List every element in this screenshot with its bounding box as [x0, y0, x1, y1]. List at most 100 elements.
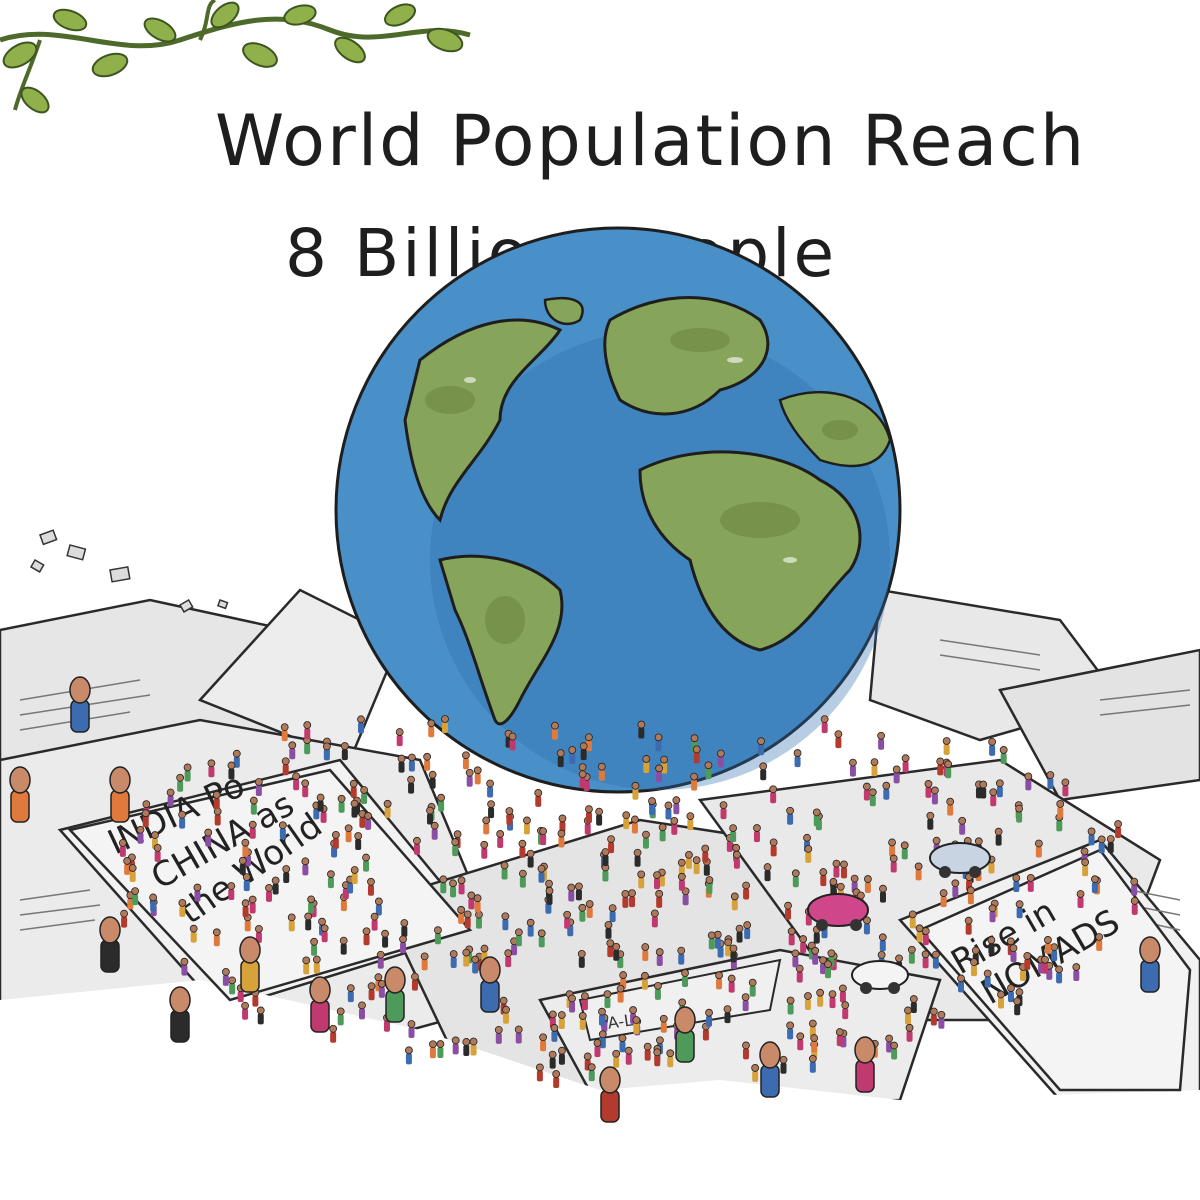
crowd-person — [381, 929, 389, 948]
crowd-person — [997, 990, 1005, 1009]
foreground-person — [854, 1036, 876, 1093]
crowd-person — [407, 753, 416, 772]
crowd-person — [715, 971, 723, 990]
crowd-person — [362, 927, 371, 946]
crowd-person — [322, 742, 331, 761]
crowd-person — [598, 1030, 607, 1049]
crowd-person — [508, 732, 517, 751]
crowd-person — [585, 805, 593, 824]
crowd-person — [840, 860, 848, 879]
crowd-person — [180, 957, 189, 976]
crowd-person — [648, 797, 656, 816]
crowd-person — [281, 757, 290, 776]
crowd-person — [612, 1049, 621, 1068]
crowd-person — [411, 972, 419, 991]
crowd-person — [413, 836, 421, 855]
crowd-person — [1015, 900, 1024, 919]
crowd-person — [383, 799, 392, 818]
crowd-person — [451, 838, 460, 857]
crowd-person — [405, 1046, 413, 1065]
crowd-person — [966, 886, 975, 905]
crowd-person — [287, 913, 296, 932]
crowd-person — [241, 1001, 249, 1020]
crowd-person — [834, 730, 843, 749]
crowd-person — [282, 865, 291, 884]
crowd-person — [1015, 804, 1024, 823]
car-white — [851, 960, 909, 994]
crowd-person — [654, 981, 662, 1000]
crowd-person — [795, 964, 804, 983]
crowd-person — [733, 850, 741, 869]
crowd-person — [804, 992, 812, 1011]
crowd-person — [604, 920, 613, 939]
crowd-person — [581, 992, 589, 1011]
foreground-person — [599, 1066, 621, 1123]
crowd-person — [500, 861, 509, 880]
crowd-person — [312, 955, 321, 974]
crowd-person — [526, 849, 535, 868]
crowd-person — [587, 1063, 596, 1082]
crowd-person — [486, 779, 494, 798]
crowd-person — [331, 830, 340, 849]
crowd-person — [839, 984, 847, 1003]
crowd-person — [307, 895, 316, 914]
crowd-person — [535, 1063, 544, 1082]
crowd-person — [327, 870, 335, 889]
crowd-person — [242, 873, 251, 892]
crowd-person — [889, 854, 898, 873]
crowd-person — [550, 1024, 559, 1042]
crowd-person — [243, 913, 252, 932]
crowd-person — [407, 1020, 416, 1039]
crowd-person — [449, 879, 457, 898]
crowd-person — [888, 838, 896, 857]
crowd-person — [558, 814, 567, 833]
crowd-person — [578, 770, 587, 789]
crowd-person — [921, 927, 930, 946]
crowd-person — [292, 772, 301, 791]
crowd-person — [650, 909, 659, 928]
crowd-person — [643, 1042, 652, 1061]
crowd-person — [367, 982, 376, 1001]
crowd-person — [1114, 820, 1122, 839]
crowd-person — [820, 715, 829, 734]
flying-papers — [29, 529, 229, 613]
car-pink — [807, 893, 869, 931]
crowd-person — [957, 974, 965, 993]
crowd-person — [462, 751, 470, 770]
crowd-person — [835, 1028, 844, 1047]
crowd-person — [457, 876, 466, 895]
crowd-person — [436, 1040, 445, 1059]
crowd-person — [748, 978, 757, 997]
crowd-person — [915, 924, 924, 943]
crowd-person — [316, 793, 325, 812]
crowd-person — [221, 967, 230, 986]
crowd-person — [868, 788, 877, 807]
crowd-person — [228, 976, 237, 995]
crowd-person — [400, 919, 409, 937]
crowd-person — [471, 955, 480, 974]
crowd-person — [567, 883, 576, 902]
crowd-person — [901, 754, 910, 773]
crowd-person — [890, 1041, 899, 1060]
crowd-person — [518, 839, 527, 858]
crowd-person — [988, 737, 997, 756]
crowd-person — [741, 993, 750, 1012]
crowd-person — [964, 916, 973, 935]
crowd-person — [678, 872, 686, 891]
crowd-person — [280, 723, 289, 742]
crowd-person — [556, 749, 565, 768]
crowd-person — [1024, 772, 1033, 791]
foreground-person — [9, 766, 31, 823]
crowd-person — [449, 950, 458, 969]
foreground-person — [479, 956, 501, 1013]
crowd-person — [501, 912, 510, 931]
crowd-person — [796, 1032, 805, 1051]
crowd-person — [475, 910, 483, 929]
crowd-person — [1026, 873, 1035, 892]
crowd-person — [618, 1034, 627, 1053]
crowd-person — [677, 946, 686, 965]
crowd-person — [336, 1007, 345, 1026]
crowd-person — [123, 857, 132, 875]
crowd-person — [879, 884, 887, 903]
crowd-person — [428, 770, 437, 789]
